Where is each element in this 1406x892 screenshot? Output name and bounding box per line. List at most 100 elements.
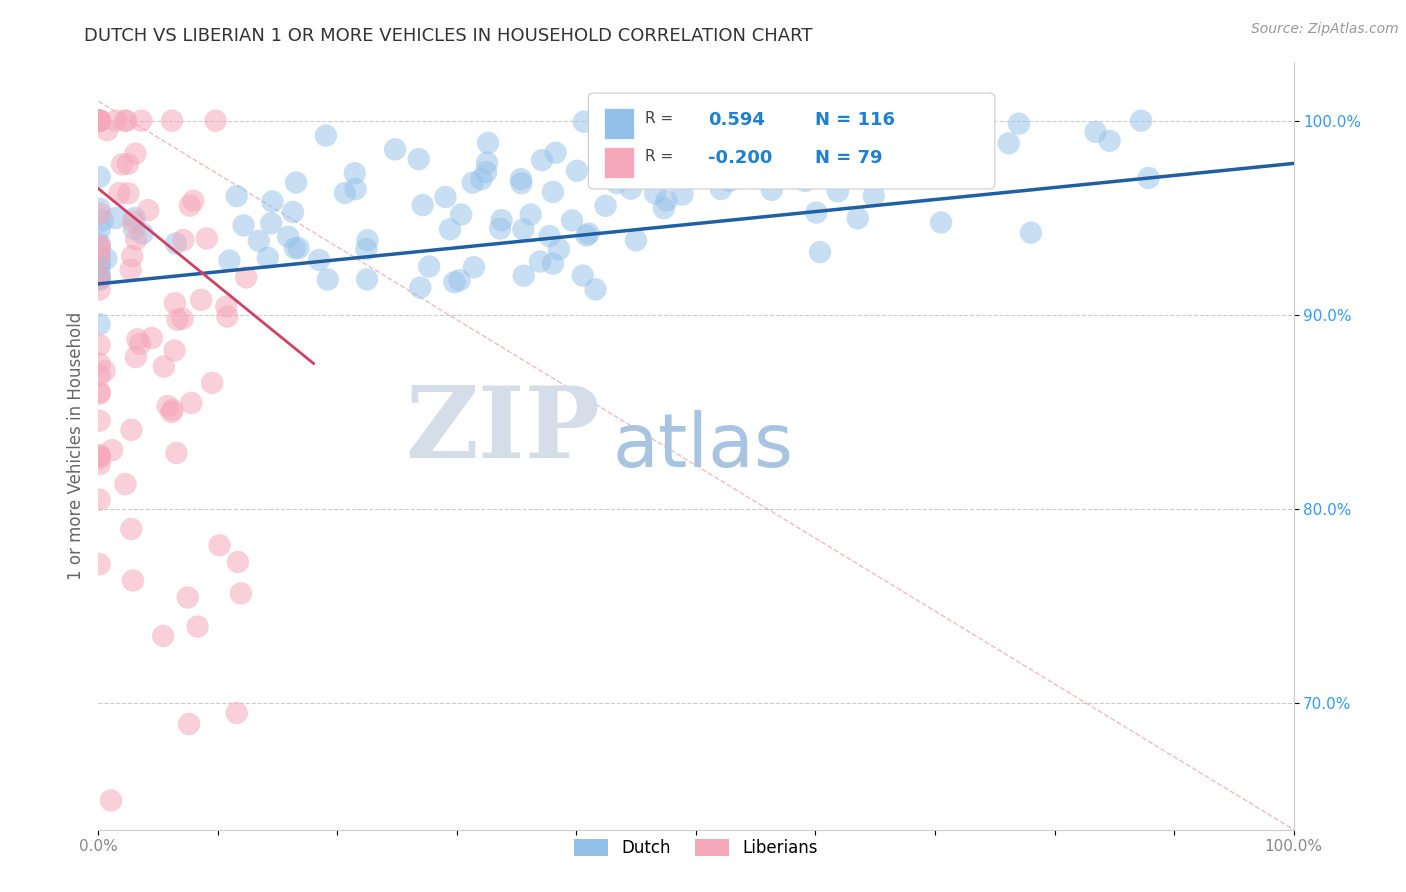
Point bbox=[125, 350, 148, 364]
Point bbox=[89, 448, 111, 462]
Point bbox=[172, 311, 194, 326]
Point bbox=[1084, 125, 1107, 139]
Point bbox=[966, 130, 988, 145]
Point bbox=[117, 157, 139, 171]
Point bbox=[177, 591, 200, 605]
Point bbox=[925, 144, 948, 158]
Point bbox=[356, 233, 378, 247]
Point bbox=[131, 113, 153, 128]
Y-axis label: 1 or more Vehicles in Household: 1 or more Vehicles in Household bbox=[66, 312, 84, 580]
Point bbox=[678, 162, 700, 177]
Point bbox=[513, 268, 536, 283]
Point bbox=[131, 227, 153, 241]
Point bbox=[114, 477, 136, 491]
Point bbox=[450, 208, 472, 222]
Point bbox=[846, 113, 869, 128]
Point bbox=[356, 272, 378, 286]
Point bbox=[315, 128, 337, 143]
Point bbox=[541, 185, 564, 199]
Point bbox=[190, 293, 212, 307]
Point bbox=[343, 166, 366, 180]
Point bbox=[89, 247, 111, 261]
Point bbox=[89, 113, 111, 128]
Point bbox=[344, 182, 367, 196]
Point bbox=[162, 403, 184, 417]
Point bbox=[96, 123, 118, 137]
Point bbox=[89, 202, 111, 216]
Point bbox=[434, 190, 457, 204]
Point bbox=[652, 201, 675, 215]
Point bbox=[247, 234, 270, 248]
Point bbox=[93, 364, 115, 378]
Point bbox=[122, 222, 145, 236]
Point bbox=[89, 260, 111, 274]
Point bbox=[124, 146, 146, 161]
Point bbox=[89, 449, 111, 463]
Point bbox=[183, 194, 205, 208]
Point bbox=[89, 270, 111, 285]
Text: R =: R = bbox=[644, 111, 673, 126]
Point bbox=[89, 457, 111, 471]
Point bbox=[218, 253, 240, 268]
Point bbox=[232, 219, 254, 233]
Point bbox=[477, 136, 499, 150]
Point bbox=[229, 586, 252, 600]
Point bbox=[683, 165, 706, 179]
Point bbox=[177, 717, 200, 731]
Point bbox=[89, 239, 111, 253]
Point bbox=[308, 252, 330, 267]
Point bbox=[122, 214, 145, 228]
Text: N = 79: N = 79 bbox=[815, 149, 883, 167]
Point bbox=[561, 213, 583, 227]
Point bbox=[671, 187, 693, 202]
Point bbox=[89, 113, 111, 128]
Point bbox=[180, 396, 202, 410]
Text: 0.594: 0.594 bbox=[709, 111, 765, 128]
Point bbox=[89, 272, 111, 286]
Point bbox=[903, 136, 925, 151]
Point bbox=[806, 205, 828, 219]
Point bbox=[1019, 226, 1042, 240]
Point bbox=[89, 450, 111, 465]
Point bbox=[141, 331, 163, 345]
Point bbox=[761, 183, 783, 197]
Point bbox=[538, 229, 561, 244]
Point bbox=[208, 538, 231, 552]
Text: atlas: atlas bbox=[613, 409, 793, 483]
Text: ZIP: ZIP bbox=[405, 382, 600, 479]
Point bbox=[285, 176, 308, 190]
Point bbox=[519, 207, 541, 221]
FancyBboxPatch shape bbox=[605, 109, 634, 139]
Point bbox=[89, 251, 111, 265]
Point bbox=[655, 194, 678, 208]
Point bbox=[575, 228, 598, 243]
Point bbox=[512, 222, 534, 236]
Point bbox=[470, 172, 492, 186]
Point bbox=[409, 280, 432, 294]
Point bbox=[235, 270, 257, 285]
Point bbox=[287, 241, 309, 255]
Point bbox=[153, 359, 176, 374]
Point bbox=[89, 268, 111, 282]
Point bbox=[443, 275, 465, 289]
Point bbox=[1008, 117, 1031, 131]
Point bbox=[129, 337, 152, 351]
Point bbox=[215, 300, 238, 314]
Point bbox=[89, 252, 111, 266]
FancyBboxPatch shape bbox=[605, 147, 634, 178]
Text: N = 116: N = 116 bbox=[815, 111, 896, 128]
Point bbox=[565, 163, 588, 178]
Point bbox=[117, 186, 139, 201]
Text: R =: R = bbox=[644, 149, 673, 164]
Point bbox=[201, 376, 224, 390]
Point bbox=[156, 399, 179, 413]
Point bbox=[606, 176, 628, 190]
Point bbox=[541, 257, 564, 271]
Point bbox=[644, 186, 666, 201]
Point bbox=[1130, 113, 1153, 128]
Point bbox=[225, 189, 247, 203]
Point bbox=[794, 174, 817, 188]
Point bbox=[91, 213, 114, 227]
Point bbox=[718, 174, 741, 188]
Point bbox=[124, 211, 146, 225]
